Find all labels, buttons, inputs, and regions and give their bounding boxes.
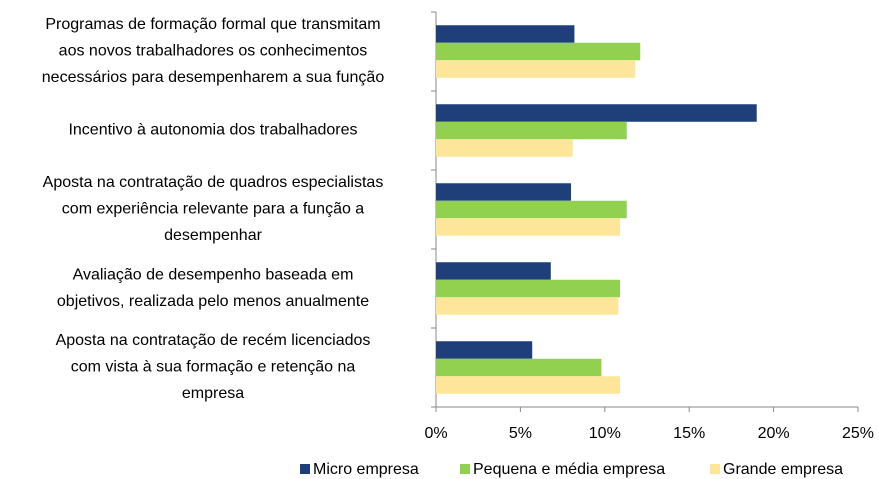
bar (436, 358, 602, 377)
bar (436, 121, 627, 140)
category-label: com vista à sua formação e retenção na (71, 359, 356, 376)
category-label: Avaliação de desempenho baseada em (73, 266, 354, 283)
bar (436, 297, 619, 315)
x-tick-label: 15% (673, 425, 705, 442)
bar (436, 139, 573, 157)
category-label: necessários para desempenharem a sua fun… (42, 69, 385, 86)
legend-swatch (710, 464, 720, 474)
legend-label: Grande empresa (723, 461, 843, 478)
legend-label: Pequena e média empresa (473, 461, 665, 478)
category-label: desempenhar (164, 227, 263, 244)
category-label: Programas de formação formal que transmi… (45, 16, 380, 33)
category-label: objetivos, realizada pelo menos anualmen… (57, 293, 369, 310)
category-label: Incentivo à autonomia dos trabalhadores (68, 122, 357, 139)
bar (436, 25, 575, 43)
legend-label: Micro empresa (313, 461, 419, 478)
category-label: aos novos trabalhadores os conhecimentos (59, 43, 368, 60)
bar (436, 218, 620, 236)
bar (436, 42, 641, 61)
category-label: Aposta na contratação de recém licenciad… (56, 332, 371, 349)
bar (436, 200, 627, 219)
bar (436, 279, 620, 298)
category-label: Aposta na contratação de quadros especia… (43, 174, 384, 191)
x-tick-label: 25% (842, 425, 874, 442)
x-tick-label: 5% (509, 425, 532, 442)
x-tick-label: 0% (424, 425, 447, 442)
bar (436, 341, 533, 359)
category-label: empresa (182, 385, 244, 402)
x-tick-label: 20% (758, 425, 790, 442)
bar (436, 60, 636, 78)
category-label: com experiência relevante para a função … (62, 201, 365, 218)
bar (436, 376, 620, 394)
bar (436, 183, 572, 201)
legend-swatch (300, 464, 310, 474)
legend-swatch (460, 464, 470, 474)
bar (436, 104, 757, 122)
x-tick-label: 10% (589, 425, 621, 442)
bar (436, 262, 551, 280)
